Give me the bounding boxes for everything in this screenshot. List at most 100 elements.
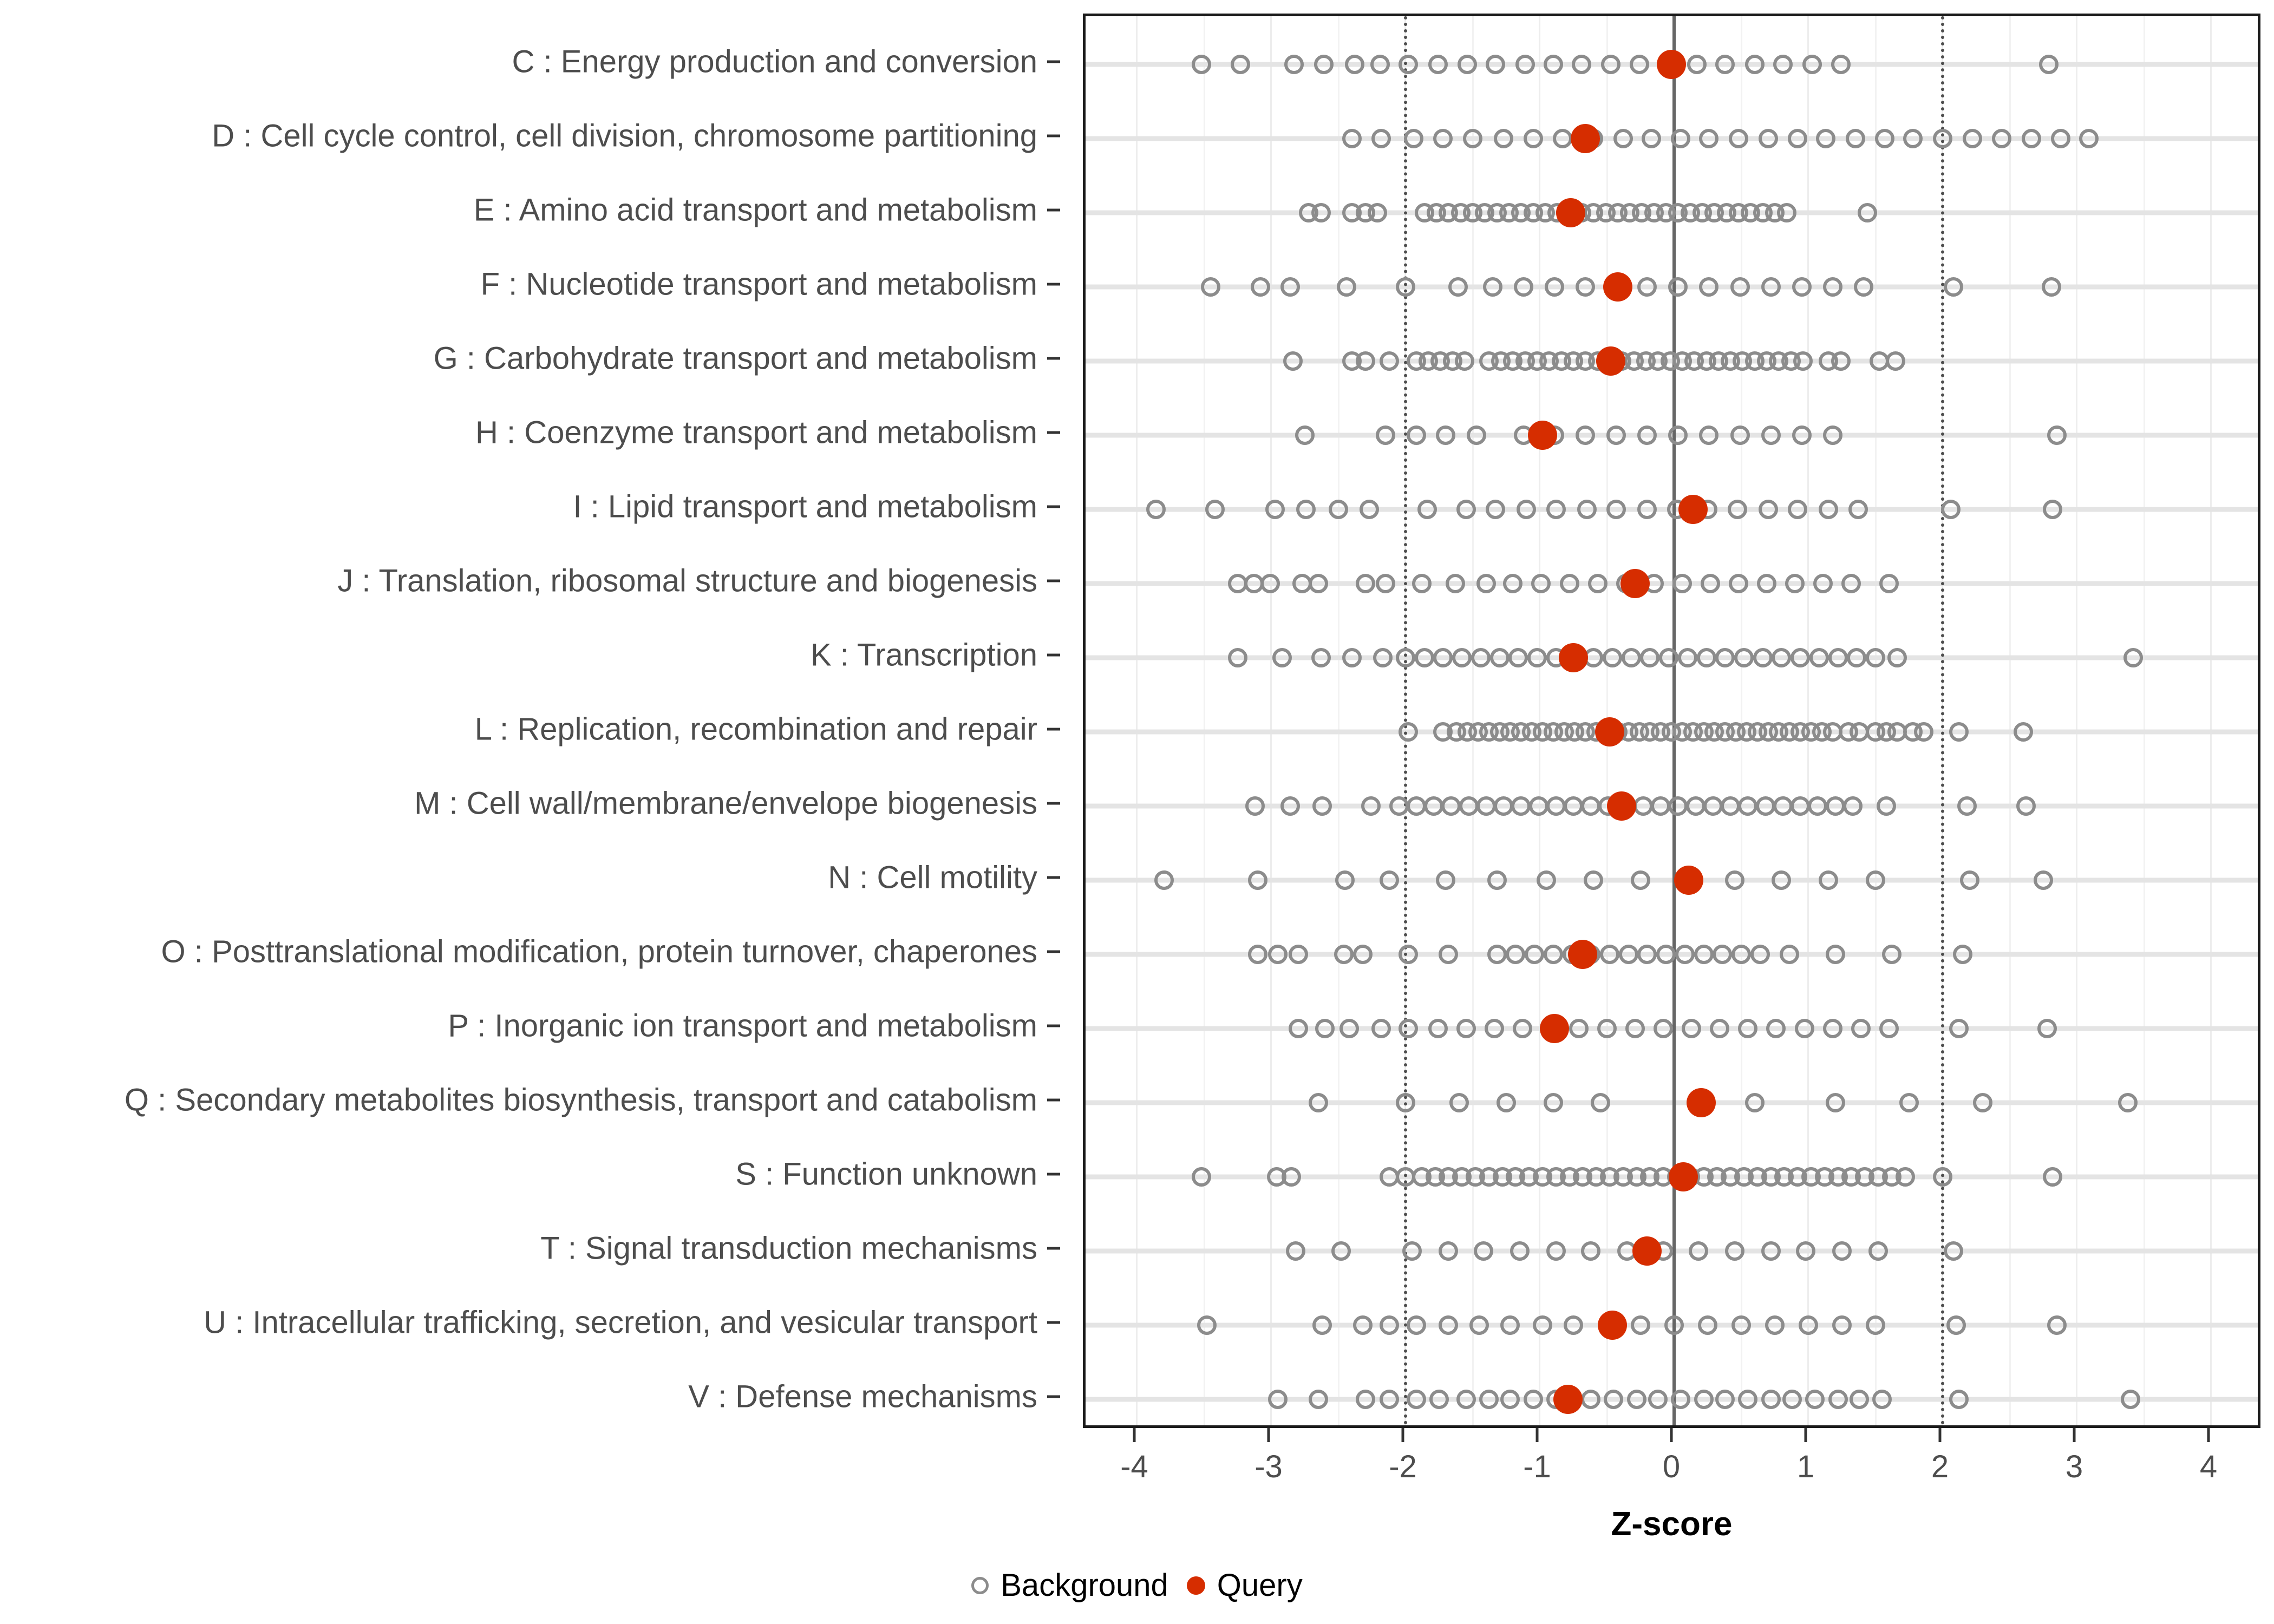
background-point <box>1713 945 1733 964</box>
background-point <box>1285 1241 1305 1261</box>
background-point <box>1336 277 1356 297</box>
background-point <box>1590 1093 1610 1112</box>
background-point <box>1886 351 1906 371</box>
gridline-row <box>1086 1100 2258 1105</box>
legend-item-query[interactable]: Query <box>1186 1567 1303 1603</box>
background-point <box>1866 870 1885 890</box>
background-point <box>1914 722 1934 742</box>
y-axis-tick <box>1047 876 1060 879</box>
background-point <box>1512 1019 1532 1038</box>
background-point <box>1571 55 1591 74</box>
x-axis-label--1: -1 <box>1523 1449 1551 1484</box>
background-point <box>1766 1019 1786 1038</box>
background-point <box>1406 796 1426 816</box>
background-point <box>1546 500 1566 519</box>
background-point <box>1398 945 1418 964</box>
background-point <box>1715 648 1735 667</box>
background-point <box>1758 129 1778 148</box>
background-point <box>1879 574 1899 593</box>
background-point <box>1744 55 1765 74</box>
background-point <box>1373 648 1393 667</box>
background-point <box>1441 796 1461 816</box>
background-point <box>1738 796 1758 816</box>
background-point <box>1659 648 1679 667</box>
gridline-row <box>1086 878 2258 883</box>
background-point <box>1398 722 1418 742</box>
y-axis-tick <box>1047 357 1060 360</box>
background-point <box>2118 1093 2138 1112</box>
background-point <box>1825 796 1845 816</box>
x-axis-label-3: 3 <box>2065 1449 2083 1484</box>
background-point <box>2043 500 2063 519</box>
y-axis-tick <box>1047 1173 1060 1176</box>
background-point <box>1876 796 1896 816</box>
background-point <box>1268 945 1288 964</box>
background-point <box>1515 55 1535 74</box>
background-point <box>1146 500 1166 519</box>
background-point <box>1664 1315 1684 1335</box>
gridline-x--3 <box>1270 16 1272 1425</box>
background-point <box>1314 55 1334 74</box>
background-point <box>1439 1241 1459 1261</box>
background-point <box>1406 1390 1426 1409</box>
background-point <box>1251 277 1271 297</box>
background-point <box>1342 648 1362 667</box>
y-axis-label-m: M : Cell wall/membrane/envelope biogenes… <box>414 785 1037 821</box>
background-point <box>2013 722 2033 742</box>
background-point <box>1631 1315 1650 1335</box>
x-axis-tick--3 <box>1267 1428 1270 1442</box>
background-point <box>1699 277 1719 297</box>
background-point <box>1439 1315 1459 1335</box>
background-point <box>1773 55 1793 74</box>
background-point <box>1656 945 1676 964</box>
background-point <box>1458 55 1478 74</box>
background-point <box>1755 796 1775 816</box>
background-point <box>2123 648 2144 667</box>
background-point <box>1940 500 1961 519</box>
reference-line-0 <box>1672 16 1676 1425</box>
y-axis-label-t: T : Signal transduction mechanisms <box>540 1230 1037 1266</box>
x-axis-label--2: -2 <box>1389 1449 1417 1484</box>
background-point <box>1957 796 1977 816</box>
background-point <box>1371 129 1391 148</box>
legend-label-background: Background <box>1001 1568 1168 1603</box>
y-axis-label-i: I : Lipid transport and metabolism <box>573 489 1037 525</box>
x-axis-label-4: 4 <box>2199 1449 2218 1484</box>
query-point <box>1568 940 1598 969</box>
background-point <box>1523 129 1543 148</box>
background-point <box>1648 1390 1668 1409</box>
background-point <box>1584 870 1604 890</box>
background-point <box>2037 1019 2057 1038</box>
background-point <box>1360 500 1380 519</box>
background-point <box>1773 796 1793 816</box>
query-point <box>1553 1385 1583 1414</box>
background-point <box>1847 648 1867 667</box>
background-point <box>1308 1093 1328 1112</box>
background-point <box>1414 648 1434 667</box>
background-point <box>1396 277 1415 297</box>
background-point <box>1694 1390 1714 1409</box>
background-point <box>1625 1019 1645 1038</box>
background-point <box>1831 351 1851 371</box>
background-point <box>1992 129 2012 148</box>
background-point <box>1672 574 1692 593</box>
query-point <box>1556 198 1586 227</box>
y-axis-tick <box>1047 653 1060 657</box>
background-point <box>1671 129 1691 148</box>
background-point <box>1731 945 1751 964</box>
background-point <box>1828 1390 1848 1409</box>
background-point <box>1715 1390 1735 1409</box>
background-point <box>1758 500 1778 519</box>
background-point <box>1599 945 1619 964</box>
background-point <box>1576 425 1596 445</box>
background-point <box>1576 277 1596 297</box>
background-point <box>1487 945 1507 964</box>
background-point <box>1757 574 1777 593</box>
legend-item-background[interactable]: Background <box>971 1567 1168 1603</box>
background-point <box>1537 870 1557 890</box>
background-point <box>1785 574 1805 593</box>
background-point <box>1334 945 1354 964</box>
background-point <box>1637 425 1657 445</box>
background-point <box>1724 870 1744 890</box>
background-point <box>2121 1390 2141 1409</box>
